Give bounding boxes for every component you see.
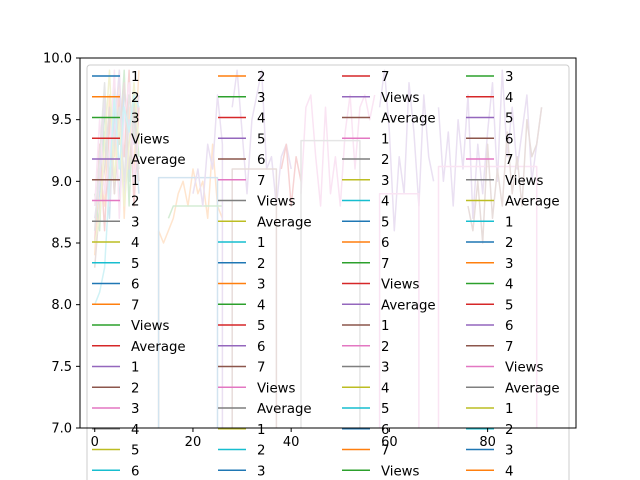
legend-label: 2 [131, 91, 139, 106]
legend-label: 3 [381, 361, 389, 376]
legend-label: 3 [131, 402, 139, 417]
legend-label: 6 [381, 423, 389, 438]
legend-label: 5 [505, 112, 513, 127]
legend-label: 7 [505, 153, 513, 168]
y-tick-label: 7.5 [51, 360, 72, 375]
legend-label: 7 [505, 340, 513, 355]
legend-label: Views [257, 195, 296, 210]
legend-label: 6 [257, 153, 265, 168]
legend-label: 1 [131, 361, 139, 376]
legend-label: 1 [505, 215, 513, 230]
legend-label: Views [131, 132, 170, 147]
legend-label: 1 [381, 132, 389, 147]
y-tick-label: 8.0 [51, 298, 72, 313]
y-tick-label: 9.5 [51, 113, 72, 128]
legend-label: Average [505, 195, 560, 210]
legend-label: 1 [131, 70, 139, 85]
legend-label: 3 [505, 444, 513, 459]
legend-label: Average [257, 402, 312, 417]
legend-label: 2 [505, 423, 513, 438]
y-tick-label: 9.0 [51, 175, 72, 190]
legend-label: 5 [131, 257, 139, 272]
legend-label: 7 [131, 298, 139, 313]
legend-label: Views [381, 91, 420, 106]
legend-label: 5 [257, 132, 265, 147]
legend-label: 3 [505, 257, 513, 272]
legend-label: 4 [505, 464, 513, 479]
legend-label: 2 [257, 257, 265, 272]
legend-label: 3 [131, 112, 139, 127]
legend-label: 4 [257, 112, 265, 127]
y-tick-label: 7.0 [51, 422, 72, 437]
legend-label: 3 [505, 70, 513, 85]
legend-label: 4 [381, 195, 389, 210]
legend-label: Average [381, 298, 436, 313]
legend-label: 1 [505, 402, 513, 417]
legend-label: 3 [257, 91, 265, 106]
legend-label: 3 [131, 215, 139, 230]
legend: 1 2 3 Views Average 1 2 3 4 5 6 7 Views Average 1 2 3 4 5 6… [86, 64, 570, 480]
legend-label: 6 [257, 340, 265, 355]
legend-label: 2 [381, 153, 389, 168]
legend-label: 5 [381, 402, 389, 417]
legend-label: Views [381, 278, 420, 293]
legend-label: 2 [381, 340, 389, 355]
x-tick-label: 0 [91, 435, 99, 450]
legend-label: 7 [381, 70, 389, 85]
legend-label: 6 [505, 319, 513, 334]
legend-label: 3 [257, 464, 265, 479]
legend-label: Average [505, 381, 560, 396]
legend-label: 6 [131, 278, 139, 293]
y-tick-label: 8.5 [51, 237, 72, 252]
legend-label: 6 [505, 132, 513, 147]
legend-label: 7 [257, 174, 265, 189]
axis-ticks: 0 20 40 60 80 7.0 7.5 8.0 8.5 9.0 9.5 10.0 [43, 52, 496, 451]
legend-label: 5 [131, 444, 139, 459]
legend-label: 3 [257, 278, 265, 293]
legend-label: Average [131, 340, 186, 355]
legend-label: Views [505, 174, 544, 189]
legend-label: 1 [257, 423, 265, 438]
x-tick-label: 20 [185, 435, 202, 450]
x-tick-label: 40 [283, 435, 300, 450]
legend-label: Views [505, 361, 544, 376]
legend-label: 7 [381, 257, 389, 272]
legend-label: 7 [257, 361, 265, 376]
legend-label: 6 [381, 236, 389, 251]
legend-label: 4 [505, 91, 513, 106]
legend-label: 1 [257, 236, 265, 251]
legend-label: 6 [131, 464, 139, 479]
legend-label: Views [131, 319, 170, 334]
legend-label: 5 [257, 319, 265, 334]
legend-label: 3 [381, 174, 389, 189]
legend-label: 4 [381, 381, 389, 396]
legend-label: Average [131, 153, 186, 168]
x-tick-label: 60 [381, 435, 398, 450]
legend-label: Views [257, 381, 296, 396]
legend-label: 7 [381, 444, 389, 459]
legend-label: Average [257, 215, 312, 230]
legend-label: 1 [381, 319, 389, 334]
legend-label: 2 [257, 444, 265, 459]
legend-label: 4 [505, 278, 513, 293]
legend-label: 2 [131, 381, 139, 396]
y-tick-label: 10.0 [43, 52, 72, 67]
legend-label: 4 [131, 236, 139, 251]
legend-label: 4 [131, 423, 139, 438]
legend-label: 4 [257, 298, 265, 313]
legend-label: 2 [131, 195, 139, 210]
x-tick-label: 80 [479, 435, 496, 450]
legend-label: 2 [257, 70, 265, 85]
legend-label: 2 [505, 236, 513, 251]
legend-label: Average [381, 112, 436, 127]
legend-label: Views [381, 464, 420, 479]
legend-box [86, 64, 570, 480]
legend-label: 5 [505, 298, 513, 313]
legend-label: 5 [381, 215, 389, 230]
legend-label: 1 [131, 174, 139, 189]
